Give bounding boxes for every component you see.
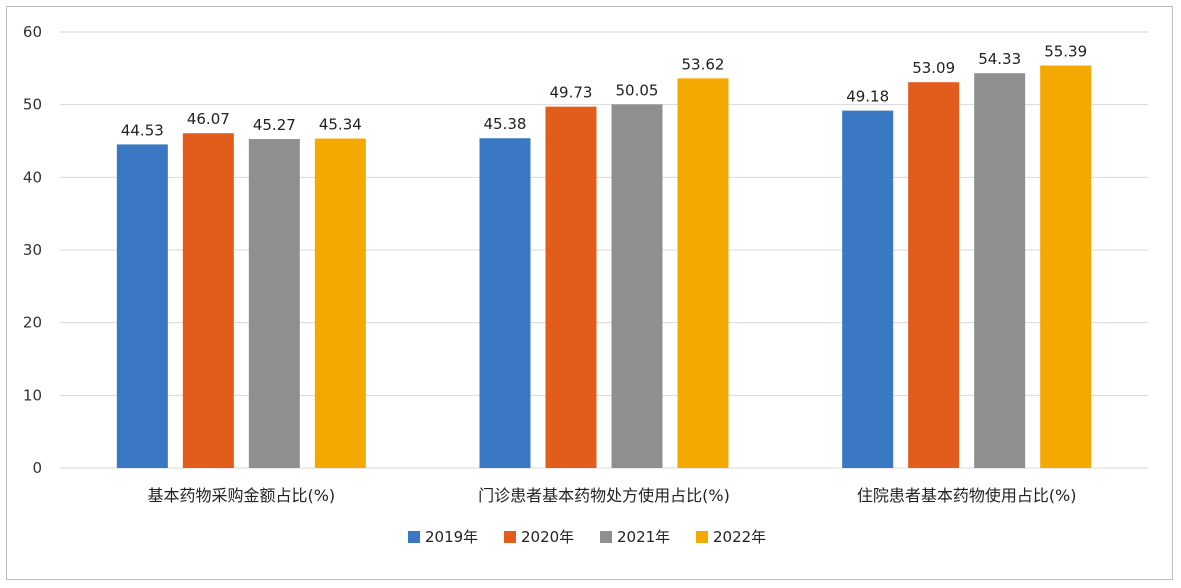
- legend-swatch: [408, 531, 420, 543]
- y-tick-label: 0: [32, 459, 42, 477]
- data-label: 54.33: [978, 50, 1021, 68]
- bar: [116, 144, 168, 468]
- category-label: 基本药物采购金额占比(%): [147, 486, 335, 505]
- y-axis-ticks: 0 10 20 30 40 50 60: [23, 23, 42, 477]
- bar: [248, 139, 300, 468]
- bar: [479, 138, 531, 469]
- data-label: 45.34: [319, 116, 362, 134]
- category-labels: 基本药物采购金额占比(%) 门诊患者基本药物处方使用占比(%) 住院患者基本药物使用…: [147, 486, 1076, 505]
- y-tick-label: 40: [23, 168, 42, 186]
- bar: [545, 106, 597, 469]
- data-label: 45.27: [253, 116, 296, 134]
- y-tick-label: 20: [23, 314, 42, 332]
- legend-label: 2021年: [617, 528, 670, 546]
- data-label: 49.73: [550, 84, 593, 102]
- data-label: 50.05: [616, 81, 659, 99]
- bar: [974, 73, 1026, 469]
- legend: 2019年 2020年 2021年 2022年: [408, 528, 766, 546]
- y-tick-label: 10: [23, 386, 42, 404]
- legend-swatch: [696, 531, 708, 543]
- data-label: 53.62: [682, 55, 725, 73]
- y-tick-label: 30: [23, 241, 42, 259]
- bar: [908, 82, 960, 468]
- gridlines: [60, 31, 1148, 469]
- legend-label: 2019年: [425, 528, 478, 546]
- legend-swatch: [600, 531, 612, 543]
- bars: [116, 65, 1092, 469]
- data-label: 49.18: [846, 88, 889, 106]
- y-tick-label: 50: [23, 96, 42, 114]
- bar: [611, 104, 663, 468]
- bar: [182, 133, 234, 468]
- data-label: 55.39: [1044, 42, 1087, 60]
- bar: [842, 110, 894, 468]
- data-label: 44.53: [121, 121, 164, 139]
- data-label: 53.09: [912, 59, 955, 77]
- bar: [677, 78, 729, 469]
- data-label: 45.38: [484, 115, 527, 133]
- legend-label: 2020年: [521, 528, 574, 546]
- y-tick-label: 60: [23, 23, 42, 41]
- category-label: 住院患者基本药物使用占比(%): [857, 486, 1077, 505]
- bar: [1040, 65, 1092, 469]
- category-label: 门诊患者基本药物处方使用占比(%): [478, 486, 730, 505]
- data-label: 46.07: [187, 110, 230, 128]
- bar: [314, 138, 366, 468]
- data-labels: 44.53 46.07 45.27 45.34 45.38 49.73 50.05 53.62…: [121, 42, 1087, 139]
- legend-swatch: [504, 531, 516, 543]
- legend-label: 2022年: [713, 528, 766, 546]
